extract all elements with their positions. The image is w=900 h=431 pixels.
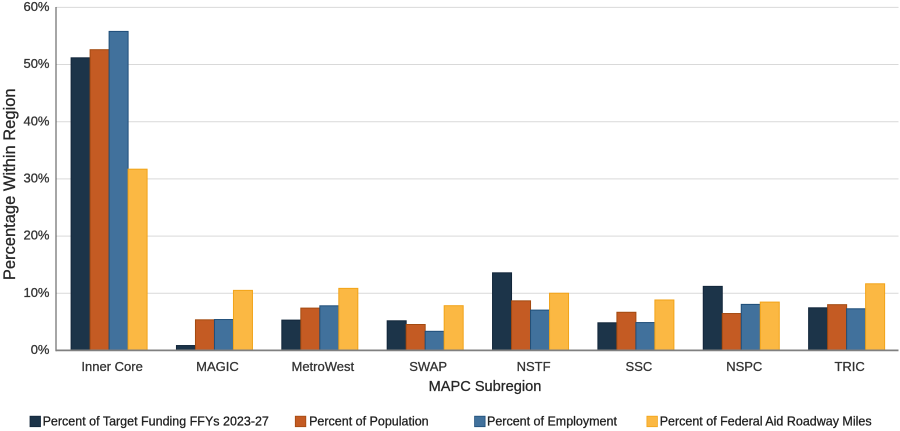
svg-text:MAGIC: MAGIC bbox=[196, 359, 239, 374]
svg-text:MAPC Subregion: MAPC Subregion bbox=[429, 379, 542, 395]
svg-text:TRIC: TRIC bbox=[834, 359, 864, 374]
svg-text:0%: 0% bbox=[31, 342, 50, 357]
svg-text:NSTF: NSTF bbox=[517, 359, 551, 374]
svg-text:Percent of Federal Aid Roadway: Percent of Federal Aid Roadway Miles bbox=[660, 415, 872, 429]
svg-text:SWAP: SWAP bbox=[409, 359, 447, 374]
svg-text:Percent of Population: Percent of Population bbox=[309, 415, 429, 429]
svg-text:60%: 60% bbox=[23, 0, 49, 14]
svg-text:Inner Core: Inner Core bbox=[81, 359, 142, 374]
svg-text:SSC: SSC bbox=[626, 359, 653, 374]
svg-text:10%: 10% bbox=[23, 285, 49, 300]
svg-text:MetroWest: MetroWest bbox=[292, 359, 355, 374]
svg-text:Percent of Target Funding FFYs: Percent of Target Funding FFYs 2023-27 bbox=[43, 415, 269, 429]
svg-text:30%: 30% bbox=[23, 171, 49, 186]
svg-text:Percentage Within Region: Percentage Within Region bbox=[1, 88, 19, 280]
svg-text:50%: 50% bbox=[23, 56, 49, 71]
svg-text:Percent of Employment: Percent of Employment bbox=[487, 415, 617, 429]
svg-text:NSPC: NSPC bbox=[726, 359, 762, 374]
svg-text:20%: 20% bbox=[23, 228, 49, 243]
svg-text:40%: 40% bbox=[23, 113, 49, 128]
